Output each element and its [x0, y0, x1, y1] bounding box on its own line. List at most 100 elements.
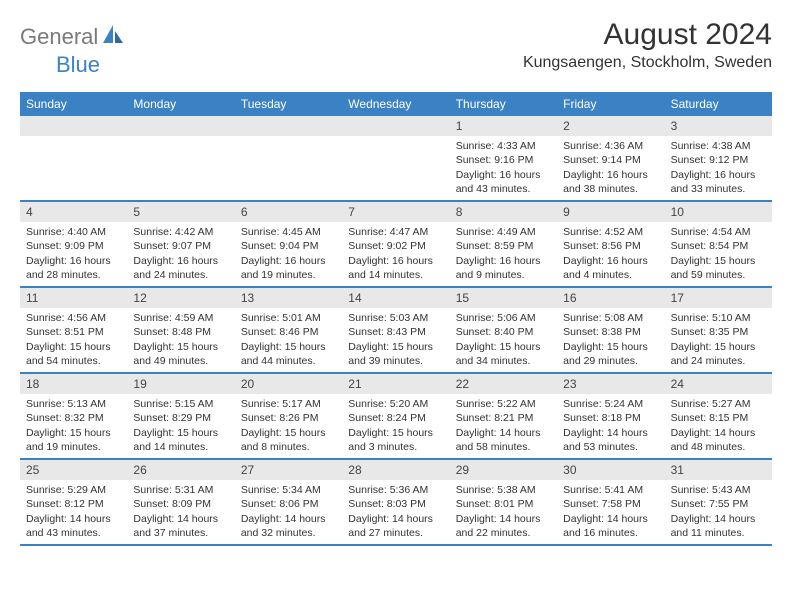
sunrise-text: Sunrise: 4:59 AM [133, 311, 228, 325]
day-number: 30 [557, 460, 664, 480]
daylight-text: Daylight: 16 hours and 4 minutes. [563, 254, 658, 282]
title-block: August 2024 Kungsaengen, Stockholm, Swed… [523, 18, 772, 72]
daylight-text: Daylight: 16 hours and 43 minutes. [456, 168, 551, 196]
sunrise-text: Sunrise: 5:34 AM [241, 483, 336, 497]
sunrise-text: Sunrise: 4:56 AM [26, 311, 121, 325]
daylight-text: Daylight: 15 hours and 49 minutes. [133, 340, 228, 368]
day-cell: 30Sunrise: 5:41 AMSunset: 7:58 PMDayligh… [557, 460, 664, 544]
day-body: Sunrise: 4:56 AMSunset: 8:51 PMDaylight:… [20, 308, 127, 372]
week-row: 11Sunrise: 4:56 AMSunset: 8:51 PMDayligh… [20, 288, 772, 374]
dayname-row: Sunday Monday Tuesday Wednesday Thursday… [20, 92, 772, 116]
day-body: Sunrise: 4:47 AMSunset: 9:02 PMDaylight:… [342, 222, 449, 286]
sunrise-text: Sunrise: 5:22 AM [456, 397, 551, 411]
daylight-text: Daylight: 15 hours and 8 minutes. [241, 426, 336, 454]
sunset-text: Sunset: 8:03 PM [348, 497, 443, 511]
sunset-text: Sunset: 8:56 PM [563, 239, 658, 253]
day-cell [127, 116, 234, 200]
daylight-text: Daylight: 16 hours and 28 minutes. [26, 254, 121, 282]
sunset-text: Sunset: 9:07 PM [133, 239, 228, 253]
sunrise-text: Sunrise: 4:52 AM [563, 225, 658, 239]
daylight-text: Daylight: 15 hours and 44 minutes. [241, 340, 336, 368]
day-body: Sunrise: 5:31 AMSunset: 8:09 PMDaylight:… [127, 480, 234, 544]
day-cell: 7Sunrise: 4:47 AMSunset: 9:02 PMDaylight… [342, 202, 449, 286]
day-number: 26 [127, 460, 234, 480]
day-cell: 29Sunrise: 5:38 AMSunset: 8:01 PMDayligh… [450, 460, 557, 544]
day-number: 25 [20, 460, 127, 480]
sunset-text: Sunset: 9:14 PM [563, 153, 658, 167]
sunset-text: Sunset: 8:15 PM [671, 411, 766, 425]
day-number: 28 [342, 460, 449, 480]
sunrise-text: Sunrise: 4:33 AM [456, 139, 551, 153]
sunset-text: Sunset: 8:40 PM [456, 325, 551, 339]
dayname-wednesday: Wednesday [342, 92, 449, 116]
daylight-text: Daylight: 14 hours and 22 minutes. [456, 512, 551, 540]
dayname-sunday: Sunday [20, 92, 127, 116]
day-body: Sunrise: 4:54 AMSunset: 8:54 PMDaylight:… [665, 222, 772, 286]
sunset-text: Sunset: 8:12 PM [26, 497, 121, 511]
day-cell: 4Sunrise: 4:40 AMSunset: 9:09 PMDaylight… [20, 202, 127, 286]
day-number: 4 [20, 202, 127, 222]
dayname-monday: Monday [127, 92, 234, 116]
sunrise-text: Sunrise: 5:06 AM [456, 311, 551, 325]
day-cell: 22 Sunrise: 5:22 AMSunset: 8:21 PMDayligh… [450, 374, 557, 458]
day-number: 12 [127, 288, 234, 308]
day-number: 31 [665, 460, 772, 480]
sunset-text: Sunset: 8:06 PM [241, 497, 336, 511]
day-body: Sunrise: 4:33 AMSunset: 9:16 PMDaylight:… [450, 136, 557, 200]
sunset-text: Sunset: 9:16 PM [456, 153, 551, 167]
sunrise-text: Sunrise: 4:42 AM [133, 225, 228, 239]
day-number: 24 [665, 374, 772, 394]
daylight-text: Daylight: 14 hours and 58 minutes. [456, 426, 551, 454]
sunset-text: Sunset: 7:55 PM [671, 497, 766, 511]
day-cell: 15Sunrise: 5:06 AMSunset: 8:40 PMDayligh… [450, 288, 557, 372]
day-number: 1 [450, 116, 557, 136]
sunrise-text: Sunrise: 5:13 AM [26, 397, 121, 411]
day-body: Sunrise: 5:15 AMSunset: 8:29 PMDaylight:… [127, 394, 234, 458]
day-number: 15 [450, 288, 557, 308]
month-title: August 2024 [523, 18, 772, 52]
day-body: Sunrise: 5:20 AMSunset: 8:24 PMDaylight:… [342, 394, 449, 458]
week-row: 25Sunrise: 5:29 AMSunset: 8:12 PMDayligh… [20, 460, 772, 546]
day-cell: 5Sunrise: 4:42 AMSunset: 9:07 PMDaylight… [127, 202, 234, 286]
sunset-text: Sunset: 8:46 PM [241, 325, 336, 339]
day-cell: 9Sunrise: 4:52 AMSunset: 8:56 PMDaylight… [557, 202, 664, 286]
brand-part2: Blue [56, 52, 100, 77]
sunrise-text: Sunrise: 5:27 AM [671, 397, 766, 411]
daylight-text: Daylight: 16 hours and 24 minutes. [133, 254, 228, 282]
day-number: 18 [20, 374, 127, 394]
day-cell [342, 116, 449, 200]
day-body: Sunrise: 5:27 AMSunset: 8:15 PMDaylight:… [665, 394, 772, 458]
day-number: 21 [342, 374, 449, 394]
week-row: 18Sunrise: 5:13 AMSunset: 8:32 PMDayligh… [20, 374, 772, 460]
day-body: Sunrise: 4:36 AMSunset: 9:14 PMDaylight:… [557, 136, 664, 200]
sunset-text: Sunset: 8:01 PM [456, 497, 551, 511]
sunset-text: Sunset: 8:54 PM [671, 239, 766, 253]
sunrise-text: Sunrise: 5:20 AM [348, 397, 443, 411]
sunset-text: Sunset: 8:29 PM [133, 411, 228, 425]
day-number: 13 [235, 288, 342, 308]
sunset-text: Sunset: 7:58 PM [563, 497, 658, 511]
daylight-text: Daylight: 16 hours and 19 minutes. [241, 254, 336, 282]
dayname-tuesday: Tuesday [235, 92, 342, 116]
daylight-text: Daylight: 16 hours and 14 minutes. [348, 254, 443, 282]
sunrise-text: Sunrise: 4:45 AM [241, 225, 336, 239]
day-body: Sunrise: 5:17 AMSunset: 8:26 PMDaylight:… [235, 394, 342, 458]
calendar: Sunday Monday Tuesday Wednesday Thursday… [20, 92, 772, 546]
location-text: Kungsaengen, Stockholm, Sweden [523, 54, 772, 72]
sunset-text: Sunset: 8:51 PM [26, 325, 121, 339]
day-cell: 2Sunrise: 4:36 AMSunset: 9:14 PMDaylight… [557, 116, 664, 200]
sunset-text: Sunset: 8:48 PM [133, 325, 228, 339]
day-body: Sunrise: 5:43 AMSunset: 7:55 PMDaylight:… [665, 480, 772, 544]
daylight-text: Daylight: 15 hours and 24 minutes. [671, 340, 766, 368]
sunset-text: Sunset: 8:21 PM [456, 411, 551, 425]
day-cell: 31Sunrise: 5:43 AMSunset: 7:55 PMDayligh… [665, 460, 772, 544]
sunrise-text: Sunrise: 4:38 AM [671, 139, 766, 153]
daylight-text: Daylight: 15 hours and 19 minutes. [26, 426, 121, 454]
day-number: 22 [450, 374, 557, 394]
day-body: Sunrise: 4:49 AMSunset: 8:59 PMDaylight:… [450, 222, 557, 286]
daylight-text: Daylight: 14 hours and 53 minutes. [563, 426, 658, 454]
daylight-text: Daylight: 14 hours and 32 minutes. [241, 512, 336, 540]
day-body: Sunrise: 5:01 AMSunset: 8:46 PMDaylight:… [235, 308, 342, 372]
day-body: Sunrise: 4:52 AMSunset: 8:56 PMDaylight:… [557, 222, 664, 286]
day-cell: 14Sunrise: 5:03 AMSunset: 8:43 PMDayligh… [342, 288, 449, 372]
